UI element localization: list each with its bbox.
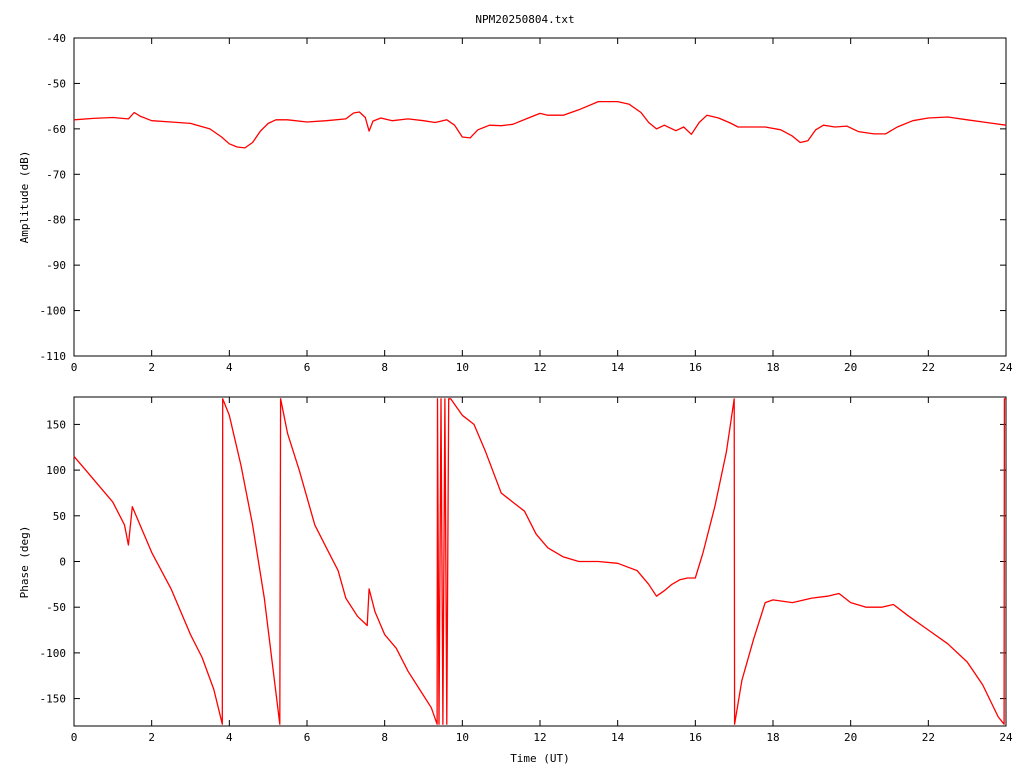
phase-x-tick-label: 8 [381, 731, 388, 744]
amplitude-x-tick-label: 6 [304, 361, 311, 374]
amplitude-x-tick-label: 14 [611, 361, 625, 374]
amplitude-y-tick-label: -110 [40, 350, 67, 363]
phase-y-tick-label: -150 [40, 693, 67, 706]
phase-x-tick-label: 12 [533, 731, 546, 744]
chart-title: NPM20250804.txt [475, 13, 574, 26]
amplitude-x-tick-label: 18 [766, 361, 779, 374]
amplitude-y-tick-label: -90 [46, 259, 66, 272]
amplitude-plot-frame [73, 37, 1007, 357]
amplitude-x-tick-label: 12 [533, 361, 546, 374]
amplitude-y-tick-label: -100 [40, 305, 67, 318]
phase-x-tick-label: 20 [844, 731, 857, 744]
phase-x-tick-label: 10 [456, 731, 469, 744]
phase-plot-frame [73, 396, 1007, 727]
amplitude-series [73, 100, 1007, 149]
phase-y-tick-label: 50 [53, 510, 66, 523]
phase-y-tick-label: 150 [46, 418, 66, 431]
phase-x-tick-label: 16 [689, 731, 702, 744]
phase-x-axis-label: Time (UT) [510, 752, 570, 765]
amplitude-trace-line [73, 100, 1007, 149]
phase-axis-ticks: 0 2 4 6 8 10 12 14 16 18 20 22 24150100500-50-100-15… [40, 397, 1013, 744]
amplitude-x-tick-label: 20 [844, 361, 857, 374]
phase-x-tick-label: 24 [999, 731, 1013, 744]
phase-trace-line [73, 398, 1006, 725]
amplitude-y-tick-label: -60 [46, 123, 66, 136]
phase-y-tick-label: -100 [40, 647, 67, 660]
amplitude-x-tick-label: 22 [922, 361, 935, 374]
phase-y-tick-label: 0 [59, 556, 66, 569]
phase-y-tick-label: -50 [46, 601, 66, 614]
amplitude-x-tick-label: 4 [226, 361, 233, 374]
phase-x-tick-label: 4 [226, 731, 233, 744]
amplitude-x-tick-label: 10 [456, 361, 469, 374]
amplitude-y-tick-label: -80 [46, 214, 66, 227]
phase-x-tick-label: 18 [766, 731, 779, 744]
amplitude-axis-ticks: 0 2 4 6 8 10 12 14 16 18 20 22 24-40-50-60-70-80-90-… [40, 32, 1013, 374]
amplitude-y-tick-label: -50 [46, 77, 66, 90]
amplitude-y-axis-label: Amplitude (dB) [18, 151, 31, 244]
phase-x-tick-label: 6 [304, 731, 311, 744]
phase-y-tick-label: 100 [46, 464, 66, 477]
phase-x-tick-label: 0 [71, 731, 78, 744]
amplitude-x-tick-label: 0 [71, 361, 78, 374]
amplitude-x-tick-label: 16 [689, 361, 702, 374]
amplitude-x-tick-label: 24 [999, 361, 1013, 374]
phase-y-axis-label: Phase (deg) [18, 526, 31, 599]
phase-x-tick-label: 14 [611, 731, 625, 744]
phase-series [73, 398, 1006, 725]
amplitude-y-tick-label: -40 [46, 32, 66, 45]
amplitude-y-tick-label: -70 [46, 168, 66, 181]
phase-x-tick-label: 2 [148, 731, 155, 744]
amplitude-x-tick-label: 2 [148, 361, 155, 374]
amplitude-x-tick-label: 8 [381, 361, 388, 374]
phase-x-tick-label: 22 [922, 731, 935, 744]
